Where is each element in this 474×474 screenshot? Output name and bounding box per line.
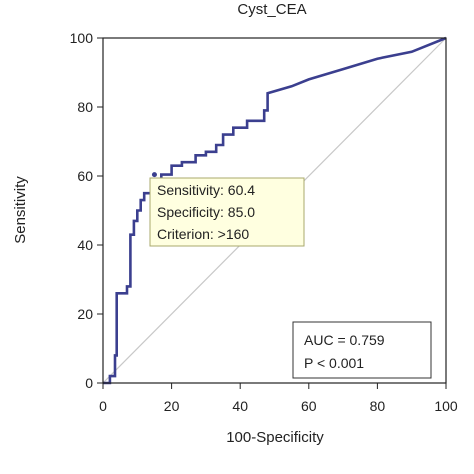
plot-frame	[102, 37, 447, 384]
x-axis-label: 100-Specificity	[226, 429, 324, 446]
x-tick-label: 0	[99, 398, 107, 414]
x-tick-label: 100	[434, 398, 458, 414]
y-tick-label: 0	[85, 375, 93, 391]
criterion-point-marker	[151, 172, 157, 178]
criterion-box: Sensitivity: 60.4 Specificity: 85.0 Crit…	[149, 177, 305, 247]
p-value: P < 0.001	[304, 355, 364, 371]
y-tick-label: 20	[77, 306, 93, 322]
criterion-sensitivity: Sensitivity: 60.4	[157, 182, 255, 198]
y-tick-label: 80	[77, 99, 93, 115]
x-tick-label: 20	[164, 398, 180, 414]
y-axis-label: Sensitivity	[12, 176, 29, 244]
criterion-specificity: Specificity: 85.0	[157, 204, 255, 220]
stats-box: AUC = 0.759 P < 0.001	[292, 321, 432, 379]
x-tick-label: 80	[370, 398, 386, 414]
auc-value: AUC = 0.759	[304, 332, 385, 348]
x-tick-label: 60	[301, 398, 317, 414]
roc-curve-line	[103, 36, 447, 385]
criterion-box-frame	[149, 177, 305, 247]
y-tick-label: 40	[77, 237, 93, 253]
stats-box-frame	[292, 321, 432, 379]
chart-title: Cyst_CEA	[237, 1, 306, 18]
x-tick-label: 40	[232, 398, 248, 414]
axis-ticks: 0 20 40 60 80 100 0 20 40 60 80 100	[70, 30, 458, 414]
criterion-threshold: Criterion: >160	[157, 226, 249, 242]
y-tick-label: 100	[70, 30, 94, 46]
y-tick-label: 60	[77, 168, 93, 184]
